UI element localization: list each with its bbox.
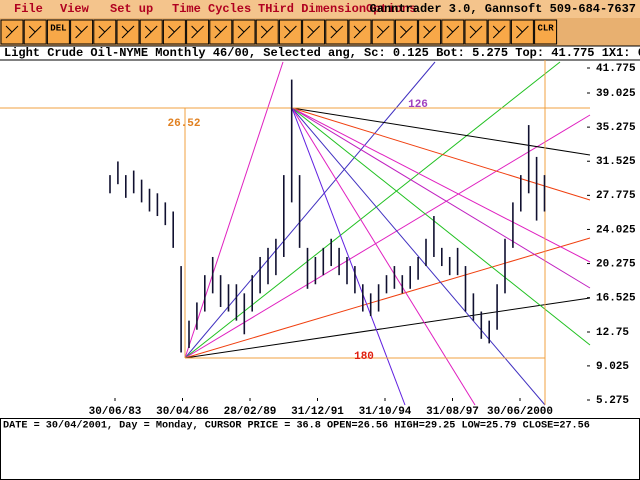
gann-line [291,107,591,263]
tool-icon [144,25,158,39]
tool-icon [446,25,460,39]
status-line: DATE = 30/04/2001, Day = Monday, CURSOR … [3,420,590,432]
brand: Ganntrader 3.0, Gannsoft 509-684-7637 [370,2,636,16]
date-label: 30/06/83 [89,406,142,418]
date-label: 30/04/86 [156,406,209,418]
tool-label: DEL [50,23,66,33]
info-line: Light Crude Oil-NYME Monthly 46/00, Sele… [4,46,640,60]
price-tick-label: 35.275 [596,122,636,134]
tool-button[interactable] [46,19,70,45]
gann-line [184,61,284,359]
menu-item[interactable]: THird Dimension [258,2,366,16]
price-tick-label: 31.525 [596,156,636,168]
price-tick-label: 27.775 [596,190,636,202]
gann-line [184,61,436,359]
gann-line [291,107,591,289]
tool-icon [260,25,274,39]
gann-line [184,297,591,359]
gann-line [184,237,591,359]
tool-icon [469,25,483,39]
menu-item[interactable]: File [14,2,43,16]
tool-icon [28,25,42,39]
price-tick-label: 9.025 [596,361,629,373]
gann-line [291,107,591,346]
tool-icon [516,25,529,39]
date-label: 31/08/97 [426,406,479,418]
tool-icon [5,25,19,39]
price-tick-label: 16.525 [596,293,636,305]
tool-icon [400,25,413,39]
tool-icon [214,25,228,39]
price-tick-label: 12.75 [596,327,629,339]
gann-line [184,114,591,359]
price-tick-label: 39.025 [596,88,636,100]
menu-bar [0,0,640,18]
gann-line [184,61,561,359]
gann-line [291,107,406,406]
tool-icon [423,25,436,39]
date-label: 31/10/94 [359,406,412,418]
price-tick-label: 5.275 [596,395,629,407]
menu-item[interactable]: Options [366,2,416,16]
gann-line [291,107,591,156]
price-tick-label: 20.275 [596,258,636,270]
tool-icon [353,25,367,39]
tool-icon [492,25,506,39]
tool-icon [98,25,112,39]
range-label: 26.52 [167,118,200,130]
tool-icon [168,25,181,39]
date-label: 28/02/89 [224,406,277,418]
gann-line [291,107,546,406]
tool-icon [237,25,251,39]
price-tick-label: 24.025 [596,224,636,236]
span-label: 180 [354,351,374,363]
date-label: 30/06/2000 [487,406,553,418]
menu-item[interactable]: Time Cycles [172,2,251,16]
tool-icon [191,25,204,39]
tool-icon [307,25,320,39]
tool-icon [376,25,390,39]
chart-area: 41.775 39.025 35.275 31.525 27.775 24.025 20.2… [0,60,636,418]
gann-line [291,107,591,201]
menu-item[interactable]: View [60,2,90,16]
tool-icon [121,25,135,39]
tool-icon [75,25,88,39]
price-tick-label: 41.775 [596,63,636,75]
date-label: 31/12/91 [291,406,344,418]
angle-label: 126 [408,99,428,111]
tool-icon [284,25,297,39]
gann-line [291,107,476,406]
menu-item[interactable]: Set up [110,2,153,16]
tool-button[interactable] [534,19,558,45]
tool-icon [330,25,344,39]
tool-label: CLR [537,23,554,33]
